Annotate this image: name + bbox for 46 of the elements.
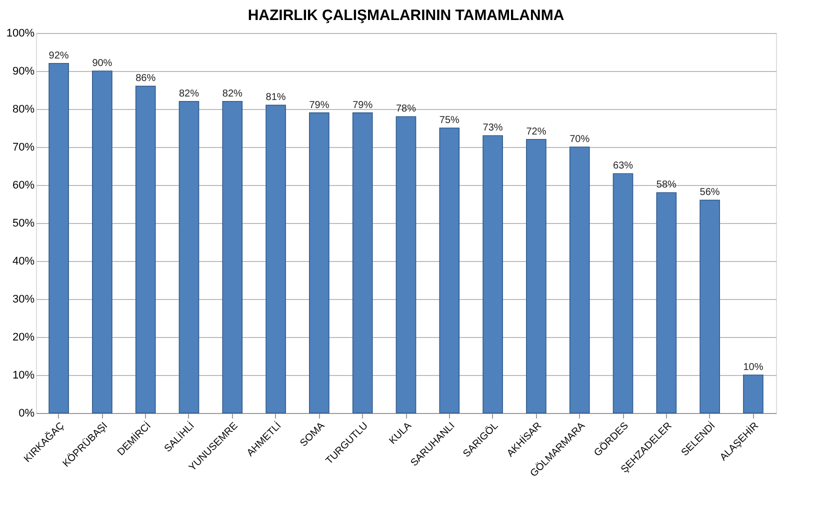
data-label: 58% [656, 180, 677, 191]
bar [700, 200, 720, 414]
data-label: 56% [700, 187, 720, 198]
y-tick-label: 10% [12, 370, 35, 382]
data-label: 10% [743, 362, 764, 373]
bar [266, 104, 286, 414]
data-label: 79% [309, 100, 330, 111]
data-label: 70% [570, 134, 590, 145]
data-label: 63% [613, 160, 634, 172]
bar [743, 374, 764, 414]
y-tick-label: 90% [12, 66, 35, 78]
data-label: 78% [396, 104, 416, 115]
data-label: 81% [266, 92, 286, 104]
bar [135, 86, 156, 414]
bar [309, 112, 330, 414]
data-label: 92% [48, 50, 69, 62]
y-tick-label: 70% [12, 142, 35, 154]
y-tick-label: 80% [12, 104, 35, 116]
data-label: 82% [222, 88, 243, 100]
bar [439, 128, 460, 414]
bar [656, 192, 677, 414]
data-label: 82% [178, 88, 200, 100]
y-tick-label: 30% [12, 294, 35, 306]
data-label: 79% [352, 100, 373, 111]
bar [222, 101, 243, 414]
chart-title: HAZIRLIK ÇALIŞMALARININ TAMAMLANMA [248, 7, 564, 24]
y-tick-label: 100% [6, 28, 35, 40]
bar [352, 112, 373, 414]
bar [92, 70, 112, 414]
data-label: 90% [92, 58, 112, 69]
bar [612, 173, 634, 414]
data-label: 72% [526, 126, 546, 138]
y-tick-label: 0% [18, 408, 35, 420]
data-label: 73% [482, 122, 503, 134]
bar [396, 116, 416, 414]
bar [569, 146, 590, 414]
bar [178, 101, 200, 414]
y-tick-label: 60% [12, 180, 35, 192]
y-tick-label: 20% [12, 332, 35, 344]
y-tick-label: 50% [12, 218, 35, 230]
data-label: 75% [439, 115, 460, 126]
data-label: 86% [136, 73, 156, 84]
y-tick-label: 40% [12, 256, 35, 268]
bar [48, 63, 69, 414]
bar [482, 135, 503, 414]
bar [526, 139, 546, 414]
